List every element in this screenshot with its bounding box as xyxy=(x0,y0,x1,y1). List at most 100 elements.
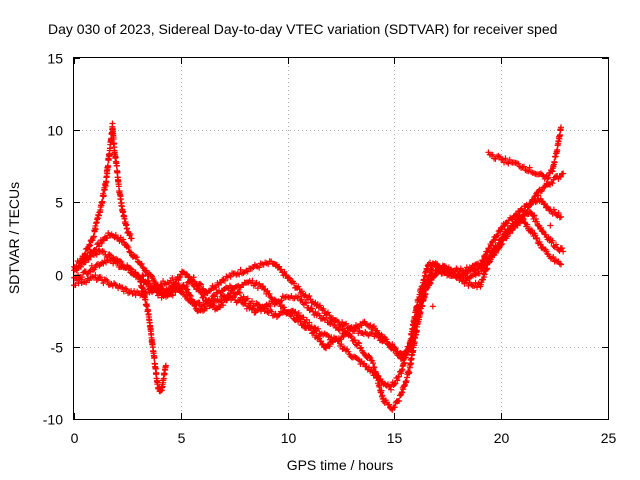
marker-track-g xyxy=(545,174,552,181)
marker-track-d xyxy=(197,289,204,296)
marker-track-g xyxy=(499,156,506,163)
marker-track-g xyxy=(544,175,551,182)
marker-track-d xyxy=(171,281,178,288)
marker-track-c xyxy=(308,305,315,312)
marker-track-d xyxy=(550,254,557,261)
marker-track-b xyxy=(560,170,567,177)
marker-track-c xyxy=(219,292,226,299)
marker-track-f xyxy=(162,362,169,369)
marker-track-g xyxy=(551,159,558,166)
marker-track-c xyxy=(558,245,565,252)
marker-track-b xyxy=(471,262,478,269)
marker-track-a xyxy=(159,285,166,292)
marker-track-d xyxy=(358,322,365,329)
marker-track-d xyxy=(484,265,491,272)
marker-track-c xyxy=(103,276,110,283)
marker-track-d xyxy=(113,255,120,262)
marker-track-c xyxy=(366,353,373,360)
marker-track-d xyxy=(326,343,333,350)
marker-track-c xyxy=(356,340,363,347)
marker-track-d xyxy=(403,350,410,357)
marker-track-b xyxy=(557,173,564,180)
marker-track-d xyxy=(315,334,322,341)
marker-track-c xyxy=(336,327,343,334)
marker-track-b xyxy=(295,310,302,317)
marker-track-a xyxy=(237,266,244,273)
marker-track-a xyxy=(544,203,551,210)
marker-track-d xyxy=(524,221,531,228)
marker-track-c xyxy=(303,300,310,307)
marker-outliers xyxy=(547,222,554,229)
marker-track-b xyxy=(277,308,284,315)
marker-track-c xyxy=(100,280,107,287)
marker-track-d xyxy=(491,248,498,255)
marker-track-d xyxy=(156,289,163,296)
marker-track-f xyxy=(144,303,151,310)
marker-track-d xyxy=(369,324,376,331)
y-tick-label: -5 xyxy=(51,340,64,356)
marker-track-e xyxy=(105,162,112,169)
marker-track-b xyxy=(396,373,403,380)
grid xyxy=(74,58,608,419)
marker-track-b xyxy=(235,288,242,295)
marker-track-b xyxy=(391,380,398,387)
marker-track-c xyxy=(237,296,244,303)
marker-track-a xyxy=(221,277,228,284)
marker-track-d xyxy=(117,258,124,265)
marker-track-b xyxy=(196,299,203,306)
marker-track-b xyxy=(315,325,322,332)
marker-track-d xyxy=(451,271,458,278)
marker-track-d xyxy=(406,342,413,349)
marker-track-d xyxy=(188,277,195,284)
marker-track-d xyxy=(549,255,556,262)
marker-track-c xyxy=(264,303,271,310)
marker-track-d xyxy=(480,276,487,283)
marker-track-c xyxy=(112,281,119,288)
marker-track-a xyxy=(504,220,511,227)
marker-track-c xyxy=(267,302,274,309)
marker-track-c xyxy=(330,321,337,328)
marker-track-c xyxy=(549,237,556,244)
marker-track-d xyxy=(127,265,134,272)
marker-track-d xyxy=(431,272,438,279)
marker-track-c xyxy=(328,318,335,325)
marker-track-c xyxy=(533,215,540,222)
marker-track-d xyxy=(128,266,135,273)
marker-track-a xyxy=(298,288,305,295)
marker-track-c xyxy=(531,212,538,219)
y-tick-label: 0 xyxy=(55,268,63,284)
marker-track-a xyxy=(207,287,214,294)
marker-track-b xyxy=(88,262,95,269)
marker-track-d xyxy=(268,295,275,302)
marker-track-a xyxy=(198,281,205,288)
marker-track-d xyxy=(558,261,565,268)
marker-track-e xyxy=(90,233,97,240)
marker-track-a xyxy=(282,272,289,279)
marker-track-c xyxy=(537,224,544,231)
marker-track-a xyxy=(112,232,119,239)
marker-track-a xyxy=(278,266,285,273)
marker-track-a xyxy=(257,260,264,267)
marker-track-d xyxy=(439,264,446,271)
marker-track-b xyxy=(541,183,548,190)
marker-track-d xyxy=(471,283,478,290)
marker-track-f xyxy=(140,287,147,294)
x-tick-label: 5 xyxy=(178,430,186,446)
marker-track-c xyxy=(298,296,305,303)
marker-track-b xyxy=(321,330,328,337)
marker-track-a xyxy=(143,267,150,274)
marker-track-d xyxy=(383,338,390,345)
marker-track-a xyxy=(538,198,545,205)
x-tick-label: 10 xyxy=(281,430,297,446)
marker-track-b xyxy=(528,201,535,208)
marker-track-b xyxy=(477,260,484,267)
x-tick-label: 15 xyxy=(387,430,403,446)
marker-track-c xyxy=(338,323,345,330)
marker-track-a xyxy=(320,305,327,312)
marker-track-c xyxy=(122,285,129,292)
marker-track-g xyxy=(520,163,527,170)
plot-frame xyxy=(73,57,609,420)
marker-track-g xyxy=(525,168,532,175)
marker-track-d xyxy=(204,298,211,305)
